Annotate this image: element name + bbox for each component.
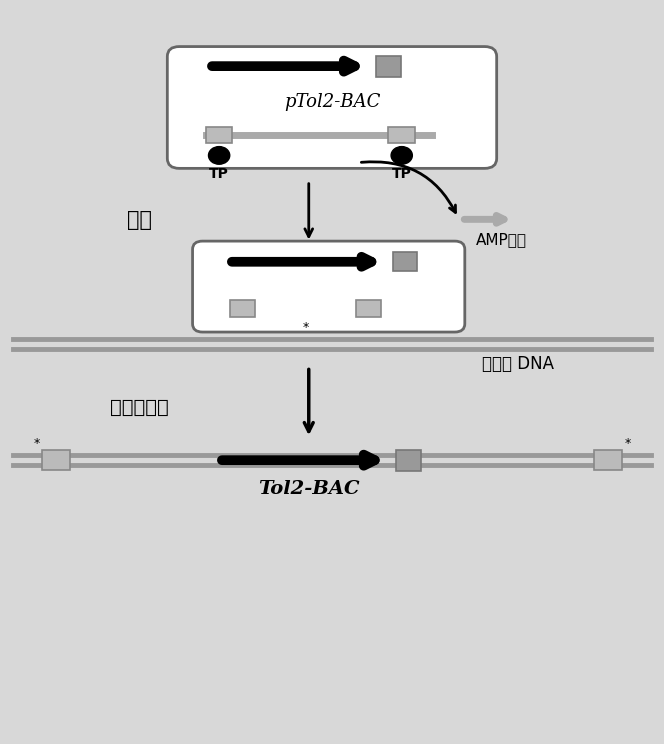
Text: Tol2-BAC: Tol2-BAC [258, 481, 359, 498]
Bar [42, 450, 70, 470]
Text: *: * [33, 437, 40, 450]
Bar [230, 301, 255, 317]
Bar [396, 449, 421, 471]
Text: *: * [302, 321, 309, 334]
Text: 切除: 切除 [127, 211, 152, 231]
Text: TP: TP [209, 167, 229, 181]
Bar [388, 126, 415, 144]
FancyBboxPatch shape [193, 241, 465, 332]
Text: *: * [624, 437, 631, 450]
Bar [356, 301, 381, 317]
Circle shape [391, 147, 412, 164]
Circle shape [208, 147, 230, 164]
Bar [594, 450, 622, 470]
Text: 整合基因组: 整合基因组 [110, 398, 169, 417]
FancyBboxPatch shape [167, 47, 497, 168]
Bar [393, 252, 417, 272]
Bar [206, 126, 232, 144]
Text: TP: TP [392, 167, 412, 181]
Text: pTol2-BAC: pTol2-BAC [284, 93, 380, 111]
Bar [376, 56, 401, 77]
Text: AMP抗性: AMP抗性 [476, 232, 527, 247]
Text: 基因组 DNA: 基因组 DNA [482, 355, 554, 373]
